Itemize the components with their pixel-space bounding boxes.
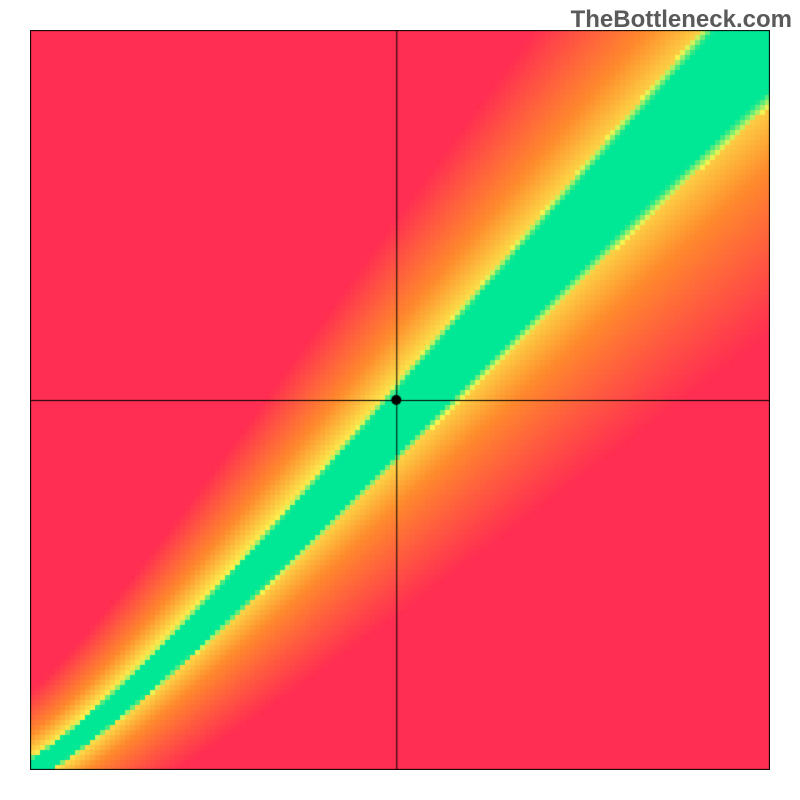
chart-container: TheBottleneck.com bbox=[0, 0, 800, 800]
watermark-text: TheBottleneck.com bbox=[571, 6, 792, 34]
bottleneck-heatmap bbox=[30, 30, 770, 770]
